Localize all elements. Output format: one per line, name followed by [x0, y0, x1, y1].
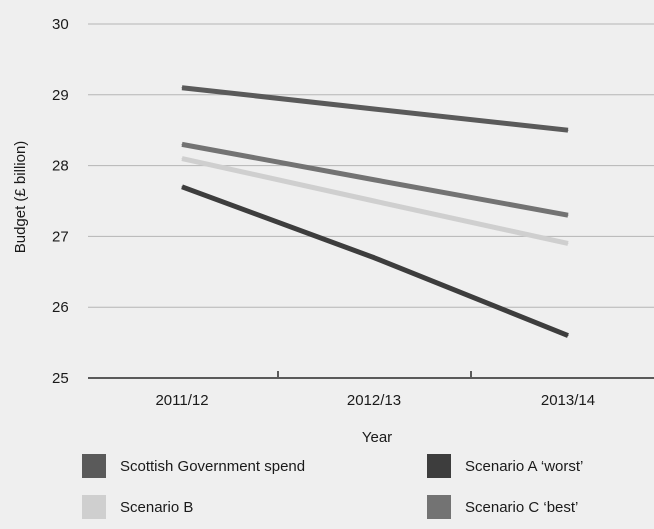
gridlines [88, 23, 654, 308]
legend-item: Scenario C ‘best’ [427, 495, 578, 519]
y-tick-label: 30 [52, 16, 69, 33]
data-point [373, 257, 375, 259]
axes [88, 371, 654, 379]
legend-item: Scenario A ‘worst’ [427, 454, 583, 478]
series-line [181, 141, 569, 218]
data-point [181, 143, 183, 145]
y-tick-label: 26 [52, 299, 69, 316]
series-line [181, 156, 569, 246]
data-point [567, 129, 569, 131]
y-tick-label: 27 [52, 228, 69, 245]
legend-label: Scenario C ‘best’ [465, 499, 578, 516]
legend-label: Scottish Government spend [120, 458, 305, 475]
data-point [567, 335, 569, 337]
y-tick-label: 29 [52, 87, 69, 104]
series-lines [181, 85, 569, 338]
legend-swatch [427, 495, 451, 519]
data-point [373, 200, 375, 202]
data-point [567, 242, 569, 244]
legend-swatch [82, 454, 106, 478]
legend-label: Scenario B [120, 499, 193, 516]
y-tick-labels: 25 26 27 28 29 30 [52, 16, 69, 387]
legend-item: Scottish Government spend [82, 454, 305, 478]
x-tick-label: 2013/14 [541, 392, 595, 409]
data-point [181, 87, 183, 89]
y-tick-label: 25 [52, 370, 69, 387]
x-tick-label: 2012/13 [347, 392, 401, 409]
data-point [567, 214, 569, 216]
x-axis-title: Year [362, 429, 392, 446]
series-line [181, 85, 569, 133]
x-tick-label: 2011/12 [155, 392, 208, 409]
legend-label: Scenario A ‘worst’ [465, 458, 583, 475]
legend-swatch [82, 495, 106, 519]
series-line [181, 184, 569, 338]
x-tick-labels: 2011/12 2012/13 2013/14 [155, 392, 595, 409]
data-point [181, 186, 183, 188]
data-point [373, 179, 375, 181]
legend-item: Scenario B [82, 495, 193, 519]
data-point [181, 158, 183, 160]
data-point [373, 108, 375, 110]
legend-swatch [427, 454, 451, 478]
y-tick-label: 28 [52, 158, 69, 175]
y-axis-title: Budget (£ billion) [12, 141, 29, 254]
legend: Scottish Government spend Scenario A ‘wor… [82, 454, 583, 519]
